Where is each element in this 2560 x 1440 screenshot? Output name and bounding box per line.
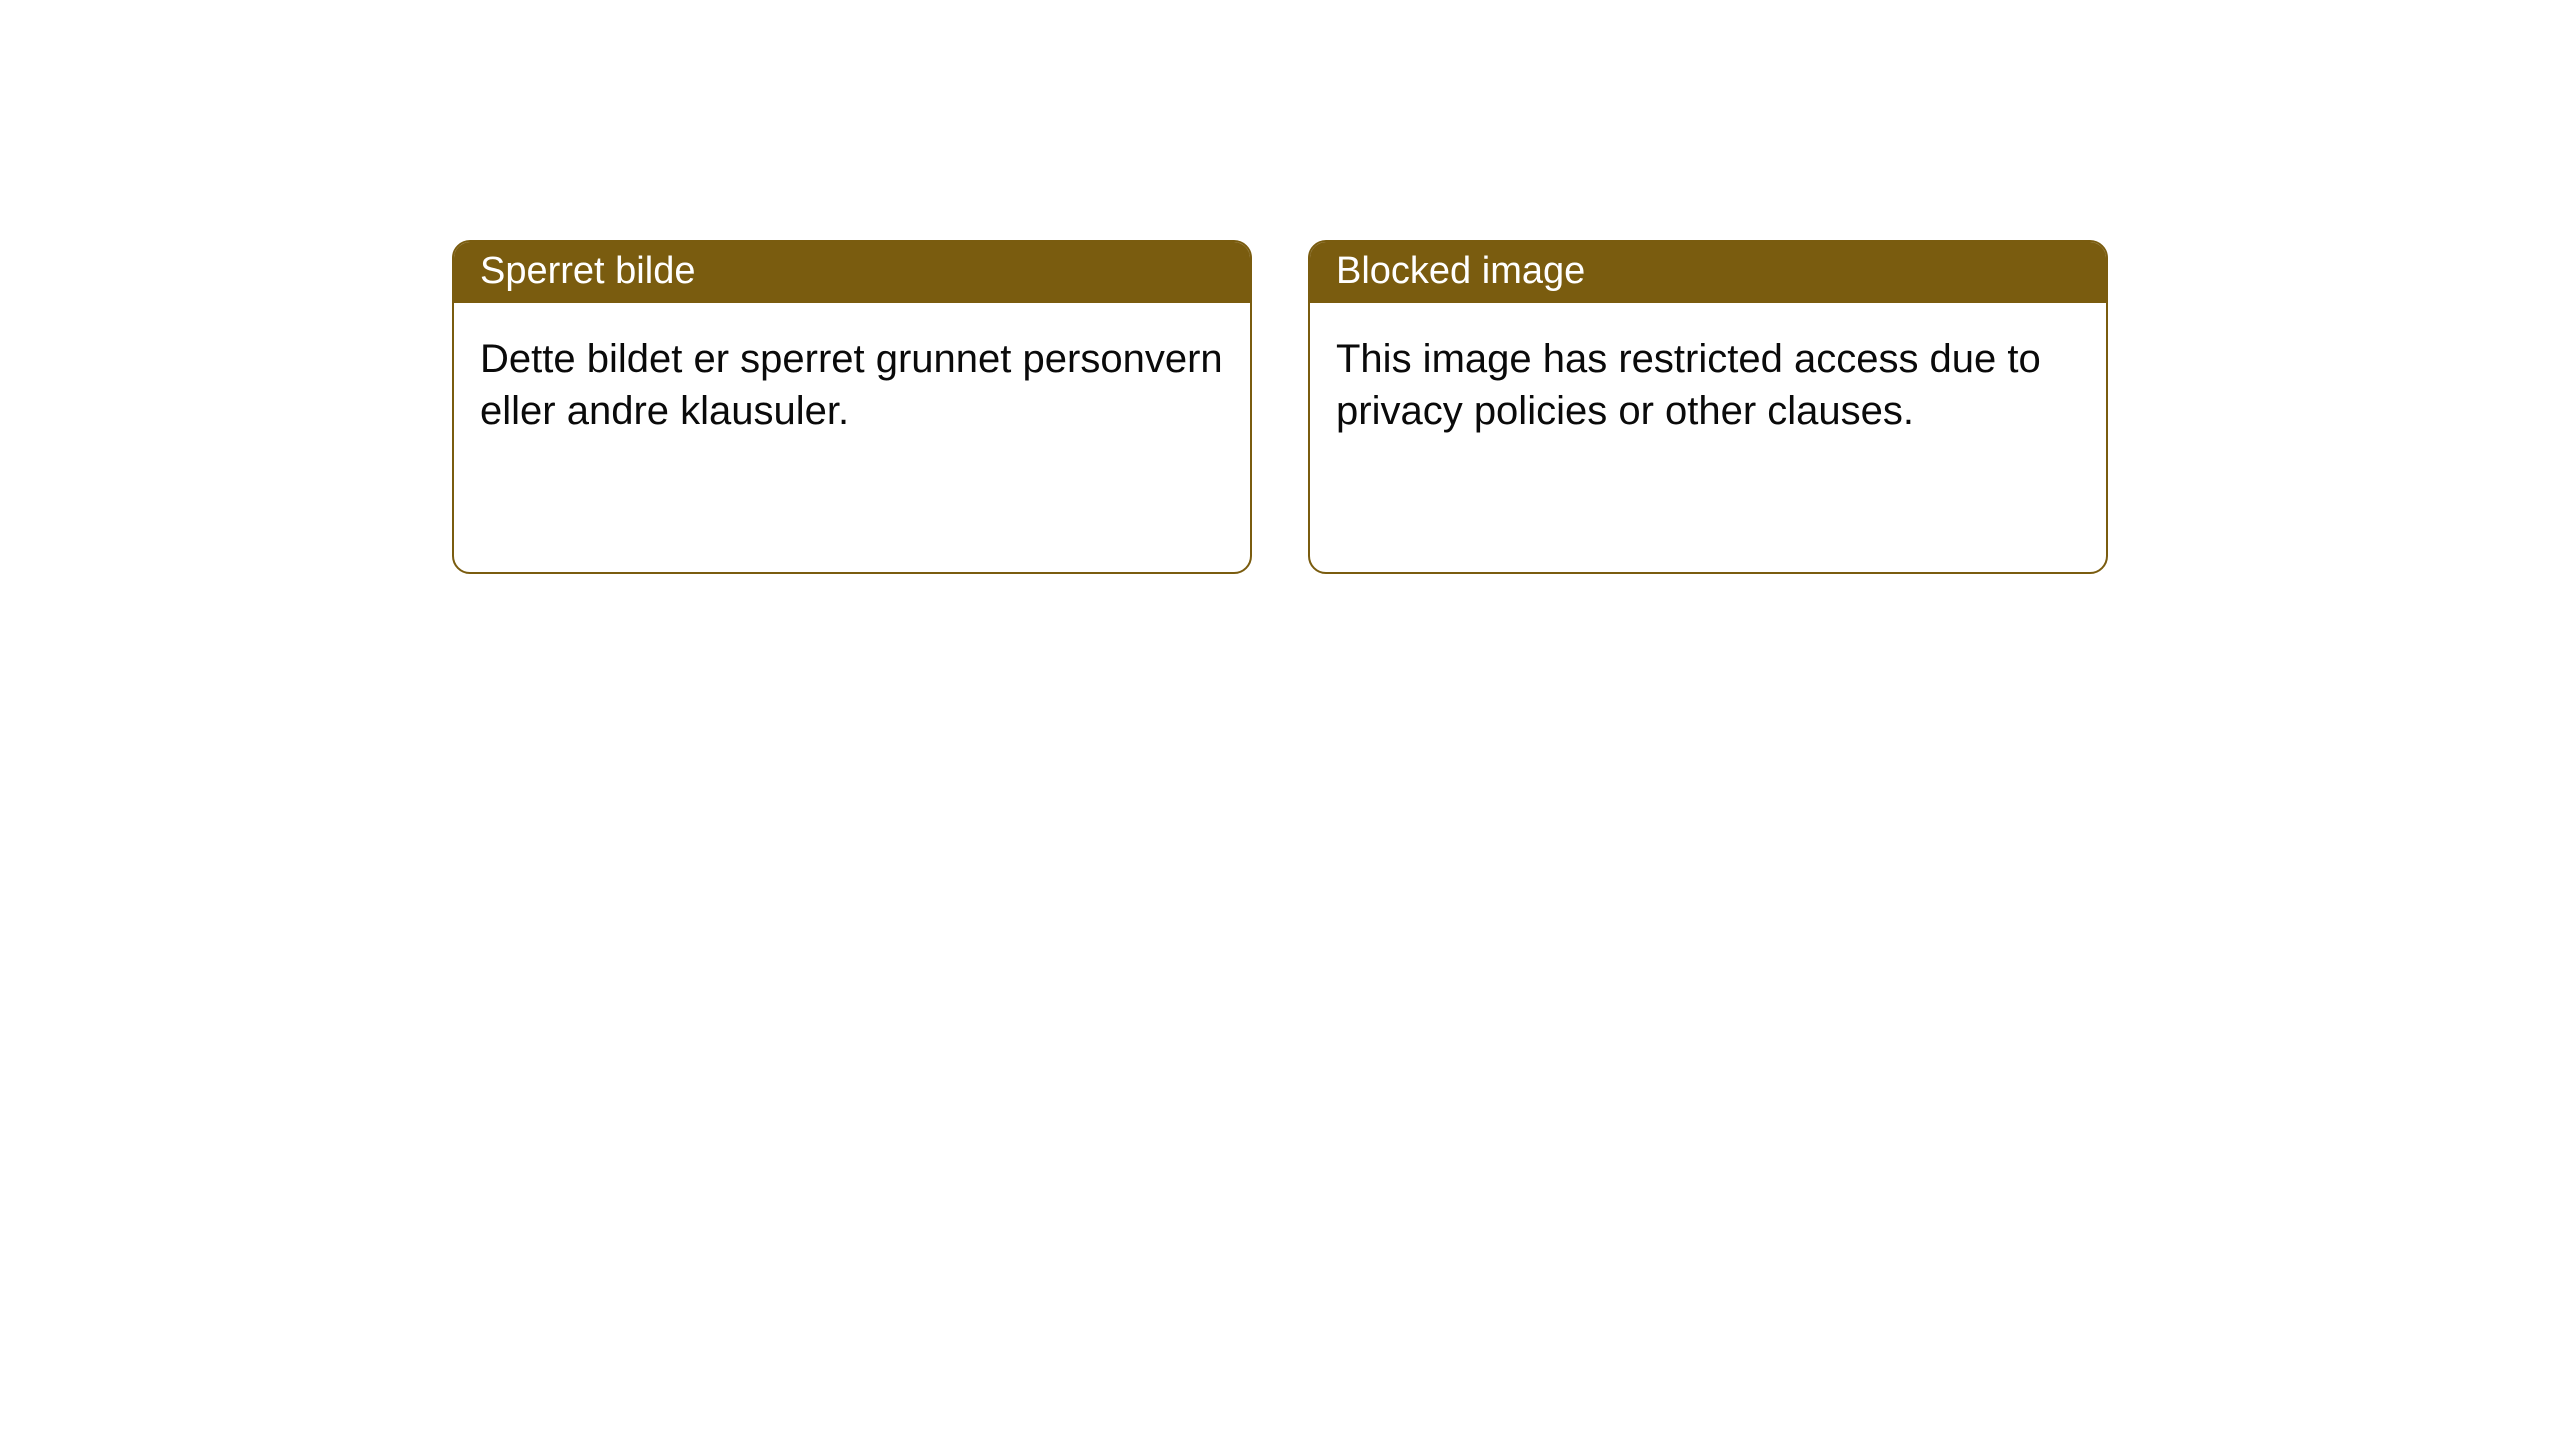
- card-title: Blocked image: [1336, 250, 1585, 292]
- notice-card-english: Blocked image This image has restricted …: [1308, 240, 2108, 574]
- notice-card-norwegian: Sperret bilde Dette bildet er sperret gr…: [452, 240, 1252, 574]
- card-header: Blocked image: [1310, 242, 2106, 303]
- card-header: Sperret bilde: [454, 242, 1250, 303]
- card-body-text: This image has restricted access due to …: [1336, 337, 2041, 433]
- card-body: This image has restricted access due to …: [1310, 303, 2106, 467]
- card-title: Sperret bilde: [480, 250, 695, 292]
- card-body: Dette bildet er sperret grunnet personve…: [454, 303, 1250, 467]
- card-body-text: Dette bildet er sperret grunnet personve…: [480, 337, 1223, 433]
- notice-cards-container: Sperret bilde Dette bildet er sperret gr…: [0, 0, 2560, 574]
